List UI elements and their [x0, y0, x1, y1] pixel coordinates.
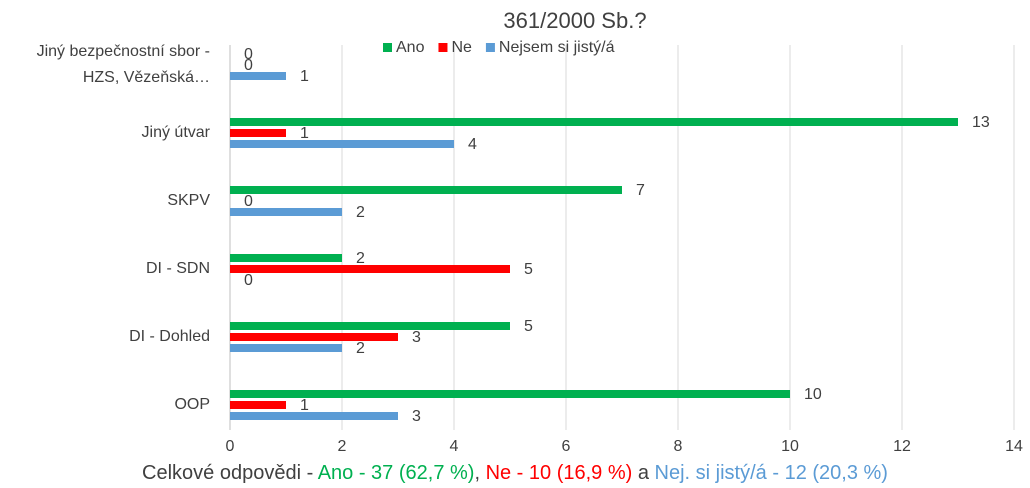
- legend-swatch: [438, 43, 448, 52]
- data-label: 7: [636, 182, 645, 199]
- data-label: 13: [972, 114, 990, 131]
- footnote-part: a: [632, 462, 655, 484]
- x-tick-label: 14: [1005, 438, 1023, 455]
- bar: [230, 129, 286, 137]
- data-label: 0: [244, 57, 253, 74]
- footnote-part: Celkové odpovědi -: [142, 462, 318, 484]
- data-label: 4: [468, 136, 477, 153]
- data-label: 0: [244, 193, 253, 210]
- footnote-part: Ne - 10 (16,9 %): [485, 462, 633, 484]
- bar: [230, 118, 958, 126]
- legend-label: Nejsem si jistý/á: [499, 39, 615, 56]
- bar: [230, 265, 510, 273]
- data-label: 3: [412, 408, 421, 425]
- bar: [230, 412, 398, 420]
- footnote-part: Nej. si jistý/á - 12 (20,3 %): [654, 462, 888, 484]
- x-tick-label: 4: [450, 438, 459, 455]
- legend-label: Ano: [396, 39, 425, 56]
- footnote-part: Ano - 37 (62,7 %): [317, 462, 475, 484]
- bar: [230, 140, 454, 148]
- data-label: 2: [356, 204, 365, 221]
- y-tick-label: OOP: [174, 396, 210, 413]
- data-label: 1: [300, 68, 309, 85]
- y-tick-label: DI - SDN: [146, 260, 210, 277]
- bar: [230, 72, 286, 80]
- data-label: 2: [356, 250, 365, 267]
- footnote: Celkové odpovědi - Ano - 37 (62,7 %), Ne…: [0, 462, 1030, 485]
- data-label: 1: [300, 125, 309, 142]
- bar: [230, 333, 398, 341]
- data-label: 0: [244, 46, 253, 63]
- x-tick-label: 8: [674, 438, 683, 455]
- bar: [230, 390, 790, 398]
- footnote-part: ,: [474, 462, 486, 484]
- x-tick-label: 0: [226, 438, 235, 455]
- data-label: 3: [412, 329, 421, 346]
- data-label: 1: [300, 397, 309, 414]
- bar: [230, 254, 342, 262]
- bar: [230, 208, 342, 216]
- chart-title: 361/2000 Sb.?: [503, 8, 646, 33]
- data-label: 5: [524, 261, 533, 278]
- bar: [230, 322, 510, 330]
- y-tick-label: DI - Dohled: [129, 328, 210, 345]
- legend-label: Ne: [451, 39, 472, 56]
- y-tick-label: Jiný bezpečnostní sbor - HZS, Vězeňská…: [36, 43, 210, 86]
- data-label: 5: [524, 318, 533, 335]
- x-tick-label: 6: [562, 438, 571, 455]
- data-label: 2: [356, 340, 365, 357]
- data-label: 10: [804, 386, 822, 403]
- x-tick-label: 10: [781, 438, 799, 455]
- data-label: 0: [244, 272, 253, 289]
- bar: [230, 401, 286, 409]
- y-tick-label: Jiný útvar: [141, 124, 210, 141]
- legend-swatch: [485, 43, 495, 52]
- x-tick-label: 12: [893, 438, 911, 455]
- y-tick-label: SKPV: [167, 192, 210, 209]
- bar: [230, 186, 622, 194]
- x-tick-label: 2: [338, 438, 347, 455]
- legend-swatch: [383, 43, 392, 52]
- bar: [230, 344, 342, 352]
